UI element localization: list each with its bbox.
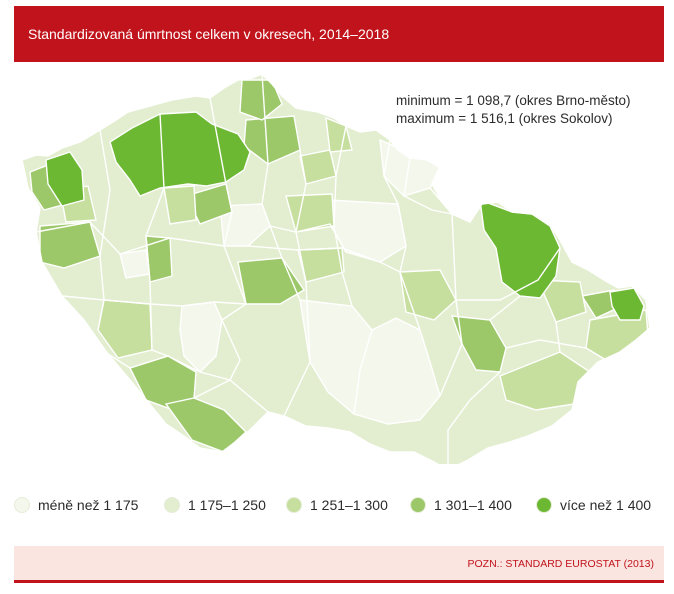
min-max-annotation: minimum = 1 098,7 (okres Brno-město) max… xyxy=(396,92,630,128)
legend: méně než 1 175 1 175–1 250 1 251–1 300 1… xyxy=(14,491,664,519)
legend-item: 1 175–1 250 xyxy=(164,491,266,519)
legend-swatch xyxy=(14,497,30,513)
note-bar: POZN.: STANDARD EUROSTAT (2013) xyxy=(14,546,664,583)
title-bar: Standardizovaná úmrtnost celkem v okrese… xyxy=(14,6,664,62)
legend-label: více než 1 400 xyxy=(560,497,652,513)
legend-swatch xyxy=(164,497,180,513)
legend-item: méně než 1 175 xyxy=(14,491,138,519)
legend-item: 1 301–1 400 xyxy=(410,491,512,519)
minimum-text: minimum = 1 098,7 (okres Brno-město) xyxy=(396,93,631,108)
legend-item: více než 1 400 xyxy=(536,491,651,519)
page-title: Standardizovaná úmrtnost celkem v okrese… xyxy=(28,26,390,42)
maximum-text: maximum = 1 516,1 (okres Sokolov) xyxy=(396,111,613,126)
district-map xyxy=(21,73,651,464)
legend-item: 1 251–1 300 xyxy=(286,491,388,519)
note-text: POZN.: STANDARD EUROSTAT (2013) xyxy=(467,558,654,570)
legend-label: méně než 1 175 xyxy=(38,497,139,513)
legend-label: 1 251–1 300 xyxy=(310,497,388,513)
legend-swatch xyxy=(286,497,302,513)
legend-label: 1 301–1 400 xyxy=(434,497,512,513)
legend-label: 1 175–1 250 xyxy=(188,497,266,513)
legend-swatch xyxy=(536,497,552,513)
legend-swatch xyxy=(410,497,426,513)
